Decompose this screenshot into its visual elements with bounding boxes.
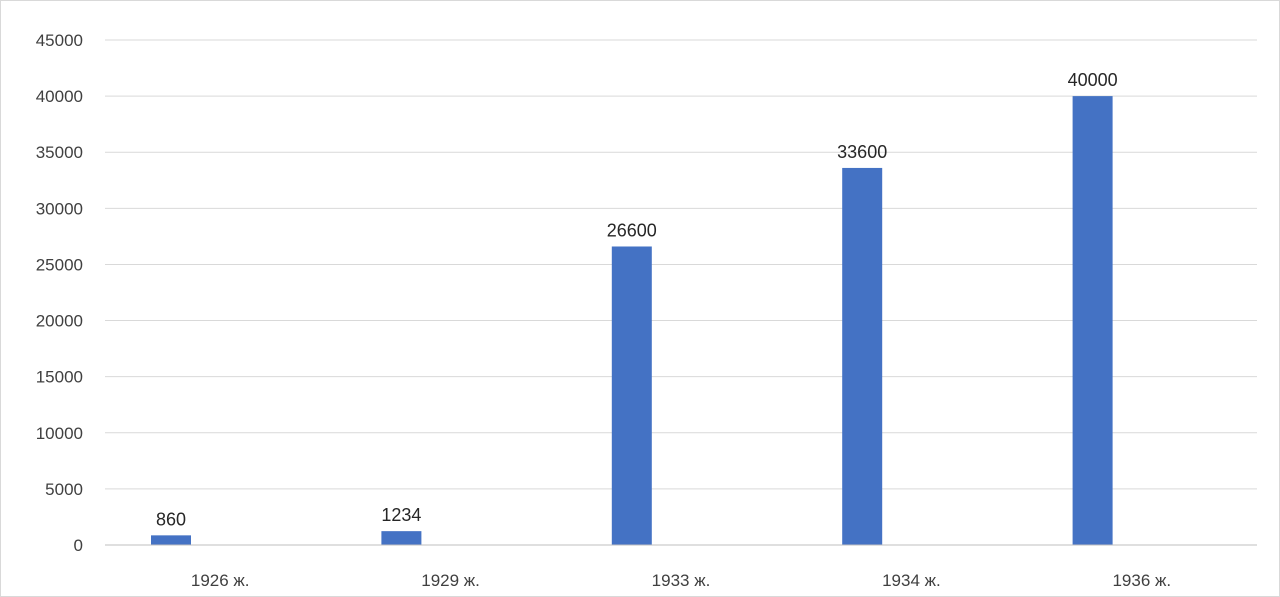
- data-label: 26600: [607, 220, 657, 240]
- y-tick-label: 10000: [36, 424, 83, 443]
- bars: [151, 96, 1113, 545]
- x-category-label: 1929 ж.: [421, 571, 480, 590]
- x-axis-category-labels: 1926 ж. 1929 ж. 1933 ж. 1934 ж. 1936 ж.: [191, 571, 1171, 590]
- bar: [611, 246, 652, 545]
- y-tick-label: 30000: [36, 199, 83, 218]
- x-category-label: 1934 ж.: [882, 571, 941, 590]
- gridlines: [105, 39, 1257, 490]
- bar: [1072, 96, 1113, 545]
- y-tick-label: 40000: [36, 87, 83, 106]
- y-axis-tick-labels: 0 5000 10000 15000 20000 25000 30000 35000 40000…: [36, 31, 83, 555]
- bar: [381, 531, 422, 545]
- data-label: 33600: [837, 142, 887, 162]
- data-label: 40000: [1068, 70, 1118, 90]
- y-tick-label: 15000: [36, 368, 83, 387]
- bar: [842, 167, 883, 545]
- data-label: 1234: [381, 505, 421, 525]
- data-label: 860: [156, 509, 186, 529]
- y-tick-label: 25000: [36, 255, 83, 274]
- data-labels: 860 1234 26600 33600 40000: [156, 70, 1118, 529]
- x-category-label: 1933 ж.: [652, 571, 711, 590]
- y-tick-label: 45000: [36, 31, 83, 50]
- x-category-label: 1926 ж.: [191, 571, 250, 590]
- y-tick-label: 5000: [45, 480, 83, 499]
- bar: [151, 535, 191, 545]
- x-category-label: 1936 ж.: [1112, 571, 1171, 590]
- y-tick-label: 20000: [36, 312, 83, 331]
- y-tick-label: 0: [74, 536, 83, 555]
- y-tick-label: 35000: [36, 143, 83, 162]
